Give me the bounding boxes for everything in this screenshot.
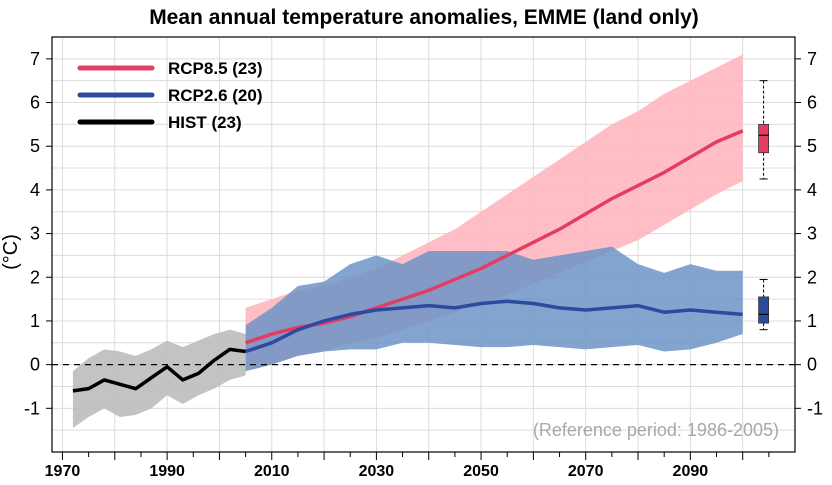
series-lines: [72, 129, 744, 393]
y-tick-label-left: 7: [30, 49, 40, 69]
boxplot-box: [758, 296, 770, 324]
plot-frame: [51, 36, 796, 453]
y-tick-label-right: 0: [807, 355, 817, 375]
x-tick-label: 2030: [359, 463, 395, 480]
y-tick-label-right: 4: [807, 180, 817, 200]
y-tick-label-left: 1: [30, 311, 40, 331]
y-tick-label-left: 5: [30, 136, 40, 156]
band-rcp26: [245, 246, 743, 372]
x-tick-label: 2050: [463, 463, 499, 480]
boxplot-rcp85: [758, 80, 770, 180]
legend-item: RCP8.5 (23): [77, 59, 262, 78]
y-axis-label: (°C): [0, 234, 22, 270]
uncertainty-bands: [72, 54, 743, 428]
y-tick-label-right: 3: [807, 224, 817, 244]
boxplot-box: [758, 123, 770, 154]
boxplots: [758, 80, 770, 331]
legend-label: RCP8.5 (23): [168, 59, 262, 78]
y-tick-label-left: 3: [30, 224, 40, 244]
x-tick-label: 1990: [149, 463, 185, 480]
line-rcp26: [245, 299, 743, 354]
boxplot-rcp26: [758, 278, 770, 331]
x-tick-label: 2070: [568, 463, 604, 480]
legend: RCP8.5 (23) RCP2.6 (20) HIST (23): [77, 59, 262, 132]
y-tick-label-right: 5: [807, 136, 817, 156]
line-rcp85: [245, 129, 744, 345]
y-tick-label-left: -1: [24, 398, 40, 418]
y-tick-label-left: 6: [30, 93, 40, 113]
reference-period-note: (Reference period: 1986-2005): [533, 420, 779, 440]
x-tick-label: 2090: [673, 463, 709, 480]
y-tick-label-right: 7: [807, 49, 817, 69]
chart-title: Mean annual temperature anomalies, EMME …: [149, 6, 699, 29]
band-hist: [72, 329, 246, 428]
y-tick-label-left: 4: [30, 180, 40, 200]
y-tick-label-left: 2: [30, 267, 40, 287]
x-tick-label: 1970: [45, 463, 81, 480]
line-hist: [72, 347, 246, 393]
y-tick-label-right: 2: [807, 267, 817, 287]
legend-item: RCP2.6 (20): [77, 86, 262, 105]
x-tick-label: 2010: [254, 463, 290, 480]
y-tick-label-left: 0: [30, 355, 40, 375]
y-tick-label-right: 6: [807, 93, 817, 113]
axes: -1 -1 0 0 1 1 2 2 3 3 4 4 5 5 6 6 7 7 1970 1990 2010 2030 2050…: [24, 36, 823, 480]
legend-item: HIST (23): [77, 113, 242, 132]
y-tick-label-right: 1: [807, 311, 817, 331]
y-tick-label-right: -1: [807, 398, 823, 418]
legend-label: HIST (23): [168, 113, 242, 132]
legend-label: RCP2.6 (20): [168, 86, 262, 105]
